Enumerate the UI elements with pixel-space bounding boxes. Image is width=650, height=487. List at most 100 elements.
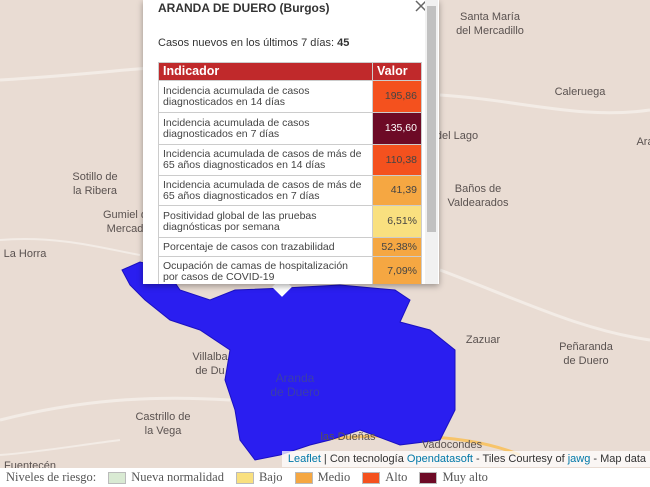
place-label-line: Mercad <box>106 223 144 235</box>
legend-title: Niveles de riesgo: <box>6 470 97 484</box>
place-label-line: Gumiel d <box>102 209 148 221</box>
legend-label: Muy alto <box>442 470 488 484</box>
scrollbar[interactable] <box>425 0 438 284</box>
place-label: Vadocondes <box>422 438 482 452</box>
road <box>0 66 151 82</box>
indicator-line: por casos de COVID-19 <box>163 270 275 283</box>
legend-swatch <box>235 471 254 484</box>
place-label: Zazuar <box>466 333 500 347</box>
attribution-text: | Con tecnología <box>320 453 407 465</box>
road <box>0 238 141 256</box>
indicator-line: 65 años diagnosticados en 7 días <box>163 189 320 202</box>
place-label: La Horra <box>4 247 47 261</box>
popup: ARANDA DE DUERO (Burgos) Casos nuevos en… <box>143 0 439 284</box>
header-cell: Valor <box>372 62 422 81</box>
place-label: Caleruega <box>555 85 606 99</box>
indicator-line: Incidencia acumulada de casos <box>163 116 310 129</box>
indicator-line: Incidencia acumulada de casos de más de <box>163 178 362 191</box>
road <box>0 439 121 456</box>
road <box>439 268 650 342</box>
place-label: Baños de Valdearados <box>448 182 509 210</box>
place-label: Peñaranda de Duero <box>559 340 613 368</box>
place-label-line: de Duero <box>270 385 320 399</box>
attribution-text: - Tiles Courtesy of <box>472 453 568 465</box>
indicator-line: Porcentaje de casos con trazabilidad <box>163 240 335 253</box>
place-label: Santa María del Mercadillo <box>456 10 524 38</box>
place-label-line: del Mercadillo <box>456 25 524 37</box>
legend-label: Alto <box>385 470 408 484</box>
legend-swatch <box>294 471 313 484</box>
place-label-line: Baños de <box>454 183 502 195</box>
indicator-cell: Ocupación de camas de hospitalización por… <box>158 256 373 284</box>
close-button[interactable] <box>415 0 427 12</box>
indicator-line: diagnosticados en 7 días <box>163 127 280 140</box>
indicator-cell: Incidencia acumulada de casos diagnostica… <box>158 112 373 145</box>
place-label-line: Caleruega <box>554 86 606 98</box>
road <box>439 93 650 115</box>
place-label-line: la Vega <box>144 425 182 437</box>
attribution: Leaflet | Con tecnología Opendatasoft - … <box>281 451 650 467</box>
indicator-line: Incidencia acumulada de casos <box>163 84 310 97</box>
map-layer <box>0 66 650 461</box>
popup-title: ARANDA DE DUERO (Burgos) <box>158 1 330 15</box>
place-label: del Lago <box>436 129 478 143</box>
table-row: Incidencia acumulada de casos diagnostica… <box>158 112 422 145</box>
place-label-line: de Du <box>195 365 225 377</box>
legend: Niveles de riesgo: Nueva normalidad Bajo Me… <box>0 468 650 487</box>
place-label-line: La Horra <box>3 248 47 260</box>
place-label-line: Valdearados <box>447 197 509 209</box>
legend-label: Bajo <box>258 470 283 484</box>
place-label-line: la Ribera <box>72 185 118 197</box>
attribution-link[interactable]: jawg <box>567 453 591 465</box>
indicator-line: 65 años diagnosticados en 14 días <box>163 159 326 171</box>
value-cell: 7,09% <box>372 256 422 284</box>
value-cell: 41,39 <box>372 175 422 206</box>
map[interactable]: Santa María del Mercadillo Caleruega del La… <box>0 0 650 468</box>
legend-label: Medio <box>317 470 351 484</box>
cases-label: Casos nuevos en los últimos 7 días: <box>158 37 335 49</box>
indicator-cell: Incidencia acumulada de casos diagnostica… <box>158 80 373 113</box>
legend-swatch <box>108 471 127 484</box>
cases-value: 45 <box>337 37 350 49</box>
indicator-line: diagnósticas por semana <box>163 220 280 233</box>
attribution-link[interactable]: Leaflet <box>287 453 321 465</box>
indicator-line: diagnosticados en 14 días <box>163 95 286 108</box>
value-cell: 52,38% <box>372 237 422 257</box>
indicator-table: Indicador Valor Incidencia acumulada de ca… <box>158 62 422 284</box>
place-label: Ara <box>636 135 650 149</box>
place-label-line: Fuentecén <box>4 460 56 468</box>
indicator-line: Positividad global de las pruebas <box>163 209 317 222</box>
place-label-line: Ara <box>636 136 650 148</box>
indicator-line: Ocupación de camas de hospitalización <box>163 259 349 272</box>
indicator-cell: Incidencia acumulada de casos de más de 6… <box>158 175 373 206</box>
scroll-thumb[interactable] <box>427 6 436 232</box>
place-label-line: Castrillo de <box>135 411 191 423</box>
legend-label: Nueva normalidad <box>131 470 224 484</box>
indicator-line: Incidencia acumulada de casos de más de <box>163 148 362 160</box>
attribution-link[interactable]: Opendatasoft <box>406 453 473 465</box>
region-aranda[interactable] <box>121 261 456 461</box>
table-row: Positividad global de las pruebas diagnós… <box>158 205 422 238</box>
place-label: Gumiel d Mercad <box>103 208 147 236</box>
table-row: Ocupación de camas de hospitalización por… <box>158 256 422 284</box>
table-header: Indicador Valor <box>158 62 422 81</box>
table-row: Incidencia acumulada de casos de más de 6… <box>158 175 422 206</box>
place-label: Castrillo de la Vega <box>135 410 190 438</box>
place-label: Fuentecén <box>4 459 56 468</box>
place-label-line: Vadocondes <box>421 439 483 451</box>
header-cell: Indicador <box>158 62 373 81</box>
place-label-line: del Lago <box>435 130 479 142</box>
place-label: Villalba de Du <box>192 350 227 378</box>
value-cell: 195,86 <box>372 80 422 113</box>
place-label-line: Sotillo de <box>72 171 118 183</box>
table-row: Porcentaje de casos con trazabilidad 52,3… <box>158 237 422 257</box>
place-label: las Dueñas <box>320 430 375 444</box>
road <box>0 396 231 422</box>
attribution-text: - Map data <box>590 453 646 465</box>
place-label-line: las Dueñas <box>320 431 376 443</box>
place-label-line: Villalba <box>192 351 228 363</box>
legend-swatch <box>419 471 438 484</box>
indicator-cell: Porcentaje de casos con trazabilidad <box>158 237 373 257</box>
table-row: Incidencia acumulada de casos de más de 6… <box>158 144 422 176</box>
